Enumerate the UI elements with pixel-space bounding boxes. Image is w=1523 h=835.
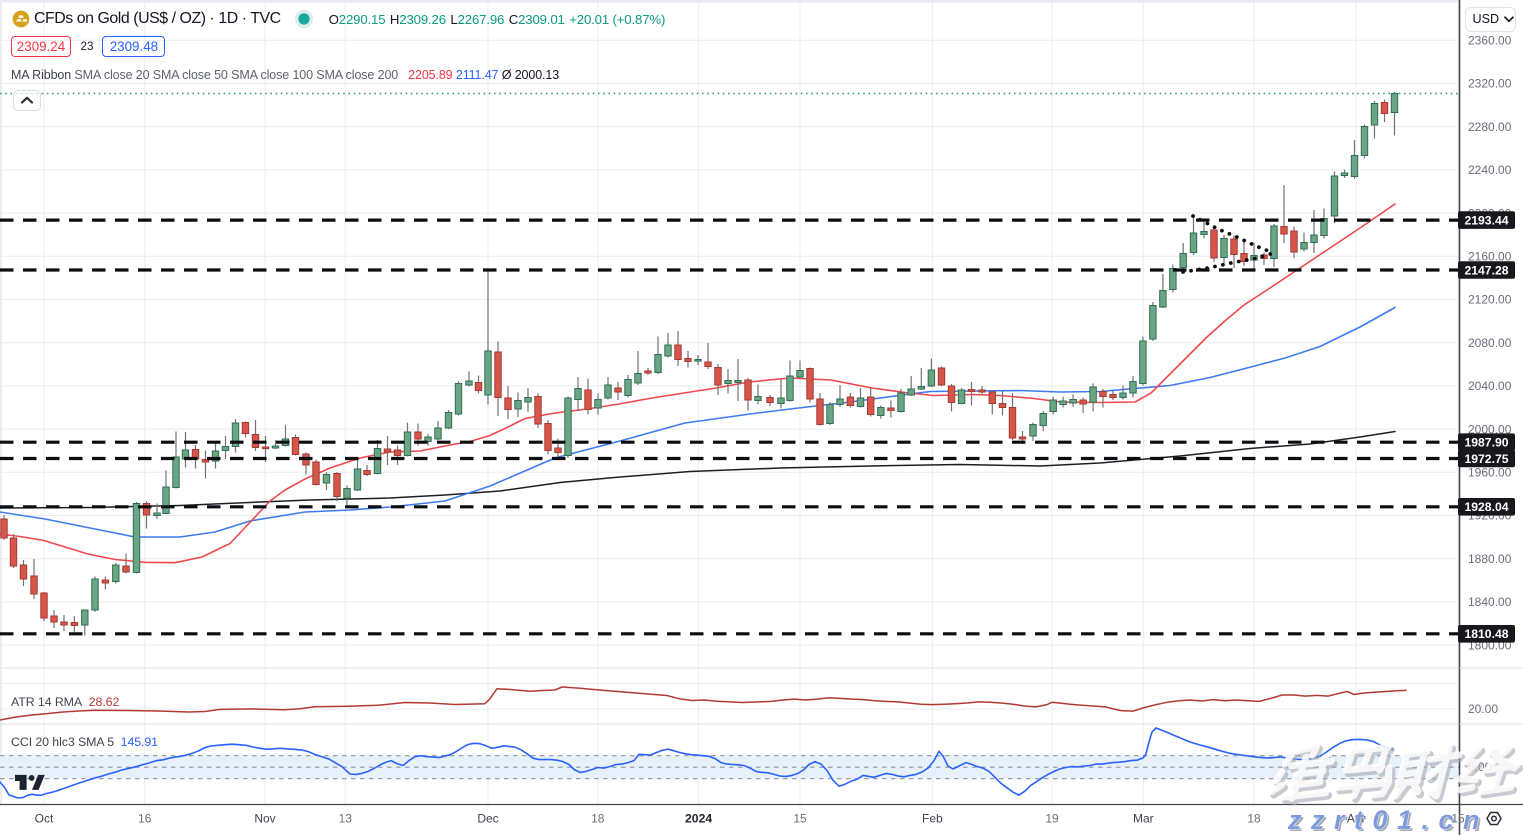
svg-text:18: 18 — [1247, 812, 1261, 826]
svg-text:2240.00: 2240.00 — [1468, 163, 1512, 177]
svg-text:Apr: Apr — [1347, 812, 1366, 826]
svg-text:zzrt01.cn: zzrt01.cn — [1287, 805, 1489, 835]
svg-text:1810.48: 1810.48 — [1464, 627, 1508, 641]
svg-text:zzrt01.cn: zzrt01.cn — [1289, 807, 1491, 835]
svg-text:2193.44: 2193.44 — [1464, 213, 1508, 227]
svg-text:1928.04: 1928.04 — [1464, 500, 1508, 514]
svg-text:19: 19 — [1045, 812, 1059, 826]
svg-text:15: 15 — [1451, 812, 1465, 826]
svg-text:13: 13 — [339, 812, 353, 826]
svg-text:15: 15 — [793, 812, 807, 826]
svg-text:Oct: Oct — [35, 812, 54, 826]
svg-text:2160.00: 2160.00 — [1468, 250, 1512, 264]
svg-text:Dec: Dec — [477, 812, 498, 826]
svg-text:2040.00: 2040.00 — [1468, 379, 1512, 393]
svg-text:2000.00: 2000.00 — [1468, 422, 1512, 436]
svg-text:2024: 2024 — [685, 812, 712, 826]
svg-text:1972.75: 1972.75 — [1464, 452, 1508, 466]
svg-text:18: 18 — [591, 812, 605, 826]
svg-text:1960.00: 1960.00 — [1468, 466, 1512, 480]
svg-text:2360.00: 2360.00 — [1468, 33, 1512, 47]
svg-text:Nov: Nov — [254, 812, 275, 826]
svg-text:20.00: 20.00 — [1468, 702, 1498, 716]
svg-text:1880.00: 1880.00 — [1468, 552, 1512, 566]
svg-text:1840.00: 1840.00 — [1468, 595, 1512, 609]
svg-text:2080.00: 2080.00 — [1468, 336, 1512, 350]
svg-text:2280.00: 2280.00 — [1468, 120, 1512, 134]
svg-text:Mar: Mar — [1133, 812, 1154, 826]
svg-text:16: 16 — [138, 812, 152, 826]
svg-text:1987.90: 1987.90 — [1464, 436, 1508, 450]
svg-text:2320.00: 2320.00 — [1468, 77, 1512, 91]
svg-text:2147.28: 2147.28 — [1464, 263, 1508, 277]
svg-text:Feb: Feb — [922, 812, 943, 826]
svg-text:2120.00: 2120.00 — [1468, 293, 1512, 307]
